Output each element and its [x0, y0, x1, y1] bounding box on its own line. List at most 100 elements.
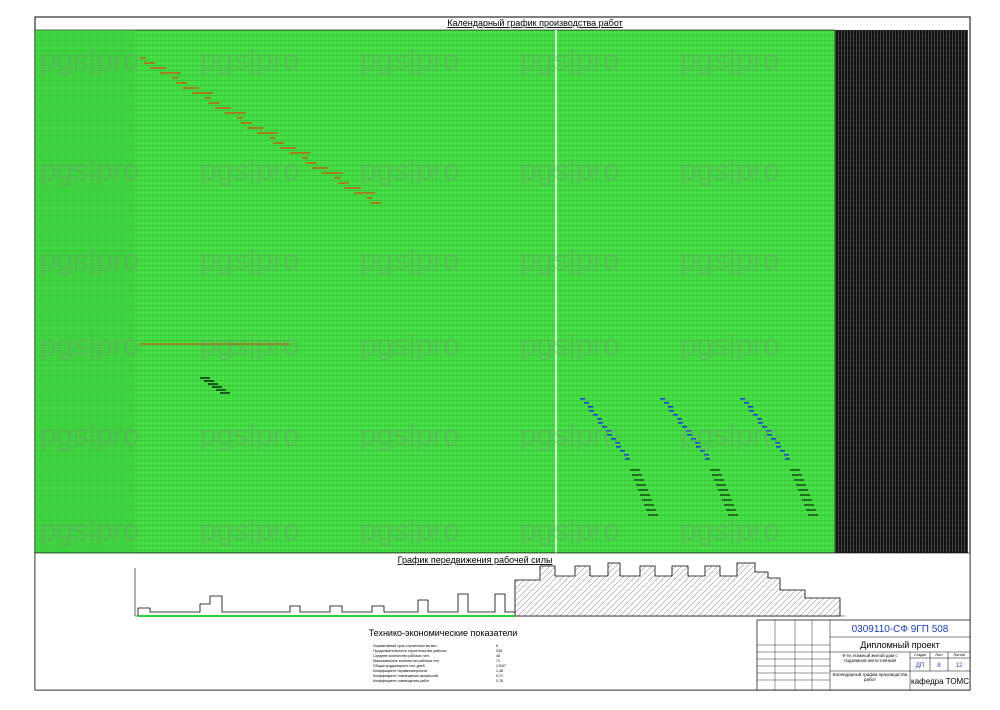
watermark: pgs|pro — [360, 329, 460, 362]
watermark: pgs|pro — [40, 244, 140, 277]
watermark: pgs|pro — [200, 514, 300, 547]
watermark: pgs|pro — [360, 44, 460, 77]
indicators-title: Технико-экономические показатели — [369, 628, 518, 638]
watermark: pgs|pro — [360, 514, 460, 547]
gantt-bar — [686, 430, 691, 432]
sheets: 12 — [956, 663, 963, 669]
gantt-bar — [749, 410, 754, 412]
watermark: pgs|pro — [520, 44, 620, 77]
indicator-name: Коэффициент совмещения работ — [373, 679, 430, 683]
watermark: pgs|pro — [200, 329, 300, 362]
gantt-bars — [140, 57, 818, 516]
gantt-bar — [625, 458, 630, 460]
gantt-bar — [695, 442, 700, 444]
watermark: pgs|pro — [680, 419, 780, 452]
stage-label: Стадия — [914, 653, 926, 657]
watermark: pgs|pro — [680, 329, 780, 362]
watermark: pgs|pro — [680, 514, 780, 547]
gantt-bar — [766, 430, 771, 432]
gantt-bar — [780, 450, 785, 452]
schedule-grid — [34, 29, 836, 554]
watermark: pgs|pro — [40, 329, 140, 362]
gantt-bar — [753, 414, 758, 416]
gantt-bar — [757, 418, 762, 420]
indicator-name: Среднее количество рабочих чел. — [373, 654, 430, 658]
indicator-value: 0,72 — [496, 674, 503, 678]
watermark: pgs|pro — [520, 154, 620, 187]
gantt-bar — [660, 398, 665, 400]
gantt-bar — [593, 414, 598, 416]
project: Дипломный проект — [860, 640, 940, 650]
gantt-bar — [682, 426, 687, 428]
watermark: pgs|pro — [680, 44, 780, 77]
watermark: pgs|pro — [40, 419, 140, 452]
watermark: pgs|pro — [200, 244, 300, 277]
calendar-block — [835, 30, 968, 553]
gantt-bar — [615, 442, 620, 444]
gantt-bar — [624, 454, 629, 456]
work-list-columns — [35, 30, 135, 553]
workforce-title: График передвижения рабочей силы — [398, 555, 553, 565]
watermark: pgs|pro — [520, 419, 620, 452]
indicator-value: 71 — [496, 659, 500, 663]
watermark: pgs|pro — [40, 44, 140, 77]
watermark: pgs|pro — [680, 154, 780, 187]
gantt-bar — [589, 410, 594, 412]
indicator-name: Продолжительность строительства рабочих — [373, 649, 447, 653]
watermark: pgs|pro — [200, 154, 300, 187]
indicator-value: 0,76 — [496, 679, 503, 683]
gantt-bar — [740, 398, 745, 400]
gantt-bar — [664, 402, 669, 404]
schedule-title: Календарный график производства работ — [447, 18, 623, 28]
indicator-name: Коэффициент неравномерности — [373, 669, 427, 673]
indicator-value: 8 — [496, 644, 498, 648]
gantt-bar — [696, 446, 701, 448]
department: кафедра ТОМС — [911, 677, 969, 686]
watermark: pgs|pro — [40, 154, 140, 187]
sheet-name: Календарный график производства работ — [832, 672, 908, 682]
watermark: pgs|pro — [360, 419, 460, 452]
gantt-bar — [785, 458, 790, 460]
gantt-bar — [668, 406, 673, 408]
watermark: pgs|pro — [360, 154, 460, 187]
gantt-bar — [616, 446, 621, 448]
gantt-bar — [767, 434, 772, 436]
gantt-bar — [748, 406, 753, 408]
gantt-bar — [705, 458, 710, 460]
gantt-bar — [687, 434, 692, 436]
indicator-name: Коэффициент совмещения профессий — [373, 674, 438, 678]
indicator-value: 17647 — [496, 664, 506, 668]
indicator-name: Максимальное количество рабочих чел. — [373, 659, 440, 663]
watermark: pgs|pro — [360, 244, 460, 277]
watermark: pgs|pro — [200, 419, 300, 452]
indicator-value: 1,48 — [496, 669, 503, 673]
watermark: pgs|pro — [40, 514, 140, 547]
watermark: pgs|pro — [680, 244, 780, 277]
gantt-bar — [771, 438, 776, 440]
sheets-label: Листов — [953, 653, 965, 657]
gantt-bar — [677, 418, 682, 420]
indicator-value: 48 — [496, 654, 500, 658]
workforce-profile — [514, 562, 841, 617]
gantt-bar — [744, 402, 749, 404]
indicators-table: Нормативный срок строительства мес. 8 Прод… — [373, 644, 506, 683]
gantt-bar — [691, 438, 696, 440]
gantt-bar — [669, 410, 674, 412]
stage: ДП — [916, 663, 924, 669]
gantt-bar — [784, 454, 789, 456]
indicator-name: Общая трудоемкость чел-дней — [373, 664, 425, 668]
gantt-bar — [580, 398, 585, 400]
gantt-bar — [776, 446, 781, 448]
gantt-bar — [620, 450, 625, 452]
gantt-bar — [584, 402, 589, 404]
gantt-bar — [700, 450, 705, 452]
gantt-bar — [606, 430, 611, 432]
gantt-bar — [588, 406, 593, 408]
object-name: 9-ти этажный жилой дом с подземной автос… — [842, 653, 898, 663]
gantt-bar — [775, 442, 780, 444]
gantt-bar — [602, 426, 607, 428]
watermark: pgs|pro — [520, 329, 620, 362]
gantt-bar — [678, 422, 683, 424]
doc-code: 0309110-СФ 9ГП 508 — [852, 624, 949, 635]
indicator-name: Нормативный срок строительства мес. — [373, 644, 438, 648]
